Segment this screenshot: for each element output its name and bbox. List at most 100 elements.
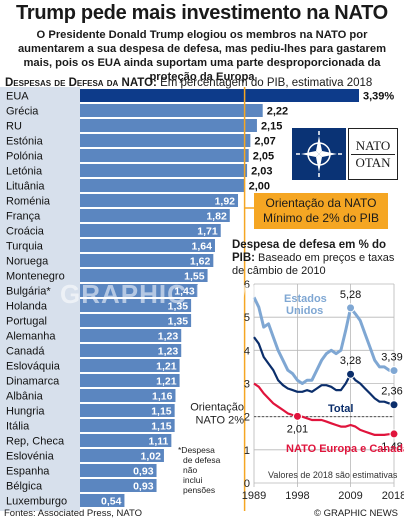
- bar-value-label: 1,62: [190, 256, 211, 268]
- bar-value-label: 1,15: [151, 421, 172, 433]
- footnote-line: de defesa: [183, 455, 221, 465]
- bar-17: [80, 344, 182, 357]
- bar-value-label: 2,00: [249, 181, 270, 193]
- bar-category-label: EUA: [6, 91, 29, 103]
- guideline-text: Mínimo de 2% do PIB: [262, 211, 380, 225]
- nato-wordmark-en: NATO: [355, 137, 391, 153]
- series-value-label: 2,01: [287, 423, 308, 435]
- series-value-label: 3,28: [340, 355, 361, 367]
- bar-14: [80, 299, 192, 312]
- nato-flag-icon: [292, 128, 346, 180]
- bar-category-label: Lituânia: [6, 181, 45, 193]
- bar-26: [80, 479, 157, 492]
- line-chart-title: Despesa de defesa em % do PIB: Baseado e…: [232, 239, 402, 278]
- bar-21: [80, 404, 175, 417]
- x-tick-label: 2009: [338, 490, 362, 502]
- graphic-news-watermark: GRAPHIC NEWS: [60, 279, 278, 309]
- bar-7: [80, 194, 239, 207]
- series-value-label: 3,39: [381, 352, 402, 364]
- bar-category-label: Croácia: [6, 226, 45, 238]
- page-title: Trump pede mais investimento na NATO: [16, 2, 388, 24]
- bar-25: [80, 464, 157, 477]
- bar-8: [80, 209, 230, 222]
- bar-20: [80, 389, 176, 402]
- series-name-label: NATO Europa e Canadá: [286, 443, 404, 455]
- nato-guideline-box: Orientação da NATO Mínimo de 2% do PIB: [254, 193, 388, 229]
- bar-value-label: 1,64: [192, 241, 213, 253]
- bar-category-label: Espanha: [6, 466, 50, 478]
- country-label-band: [0, 87, 80, 511]
- bar-value-label: 0,93: [133, 481, 154, 493]
- bar-category-label: Alemanha: [6, 331, 56, 343]
- bar-6: [80, 179, 245, 192]
- estimate-note: Valores de 2018 são estimativas: [268, 470, 398, 480]
- bar-value-label: 0,93: [133, 466, 154, 478]
- bar-16: [80, 329, 182, 342]
- bar-category-label: Portugal: [6, 316, 47, 328]
- x-tick-label: 2018: [382, 490, 404, 502]
- bar-category-label: Rep, Checa: [6, 436, 65, 448]
- bar-2: [80, 119, 257, 132]
- bar-category-label: Hungria: [6, 406, 45, 418]
- bar-value-label: 2,05: [253, 151, 274, 163]
- bar-category-label: Dinamarca: [6, 376, 60, 388]
- guideline-title: Orientação da NATO: [265, 196, 377, 210]
- series-point-marker: [292, 411, 302, 421]
- series-line-0: [252, 296, 395, 385]
- bar-value-label: 1,02: [141, 451, 162, 463]
- bar-value-label: 2,07: [254, 136, 275, 148]
- bar-value-label: 1,23: [158, 346, 179, 358]
- series-value-label: 5,28: [340, 289, 361, 301]
- bar-24: [80, 449, 164, 462]
- y-tick-label: 1: [244, 445, 250, 457]
- page-subtitle: O Presidente Donald Trump elogiou os mem…: [17, 29, 387, 83]
- bar-value-label: 0,54: [101, 496, 122, 508]
- bar-23: [80, 434, 172, 447]
- bar-category-label: Letónia: [6, 166, 43, 178]
- nato-guideline-label: Orientação: [190, 402, 244, 414]
- bar-18: [80, 359, 180, 372]
- bar-category-label: Canadá: [6, 346, 45, 358]
- bar-value-label: 1,11: [148, 436, 168, 448]
- bar-chart-title-bold: Despesas de Defesa da NATO:: [5, 77, 157, 89]
- y-tick-label: 0: [244, 478, 250, 490]
- bar-category-label: RU: [6, 121, 22, 133]
- bar-category-label: Bélgica: [6, 481, 43, 493]
- bar-value-label: 1,71: [197, 226, 218, 238]
- bar-value-label: 1,55: [184, 271, 205, 283]
- sources-note: Fontes: Associated Press, NATO: [4, 508, 142, 519]
- bar-category-label: Noruega: [6, 256, 49, 268]
- bar-category-label: Albânia: [6, 391, 44, 403]
- bar-category-label: Luxemburgo: [6, 496, 67, 508]
- bar-22: [80, 419, 175, 432]
- bar-5: [80, 164, 248, 177]
- bar-category-label: França: [6, 211, 41, 223]
- y-tick-label: 4: [244, 345, 250, 357]
- bar-9: [80, 224, 221, 237]
- footnote-line: não: [183, 465, 197, 475]
- bar-value-label: 2,03: [251, 166, 272, 178]
- footnote-line: *Despesa: [178, 445, 215, 455]
- bar-value-label: 1,15: [151, 406, 172, 418]
- footnote-line: pensões: [183, 485, 215, 495]
- bar-category-label: Eslovénia: [6, 451, 55, 463]
- nato-wordmark-fr: OTAN: [355, 154, 391, 170]
- bar-27: [80, 494, 125, 507]
- bar-11: [80, 254, 214, 267]
- bar-19: [80, 374, 180, 387]
- bar-category-label: Polónia: [6, 151, 44, 163]
- bar-category-label: Itália: [6, 421, 30, 433]
- bar-category-label: Grécia: [6, 106, 39, 118]
- bar-category-label: Roménia: [6, 196, 51, 208]
- copyright-credit: © GRAPHIC NEWS: [313, 508, 398, 519]
- bar-12: [80, 269, 208, 282]
- series-name-label: Estados Unidos: [284, 293, 327, 317]
- series-name-line: Estados: [284, 293, 327, 305]
- nato-logo: NATO OTAN: [292, 124, 398, 184]
- bar-value-label: 1,82: [206, 211, 227, 223]
- y-tick-label: 2: [244, 412, 250, 424]
- series-point-marker: [389, 366, 399, 376]
- bar-0: [80, 89, 359, 102]
- x-tick-label: 1989: [242, 490, 266, 502]
